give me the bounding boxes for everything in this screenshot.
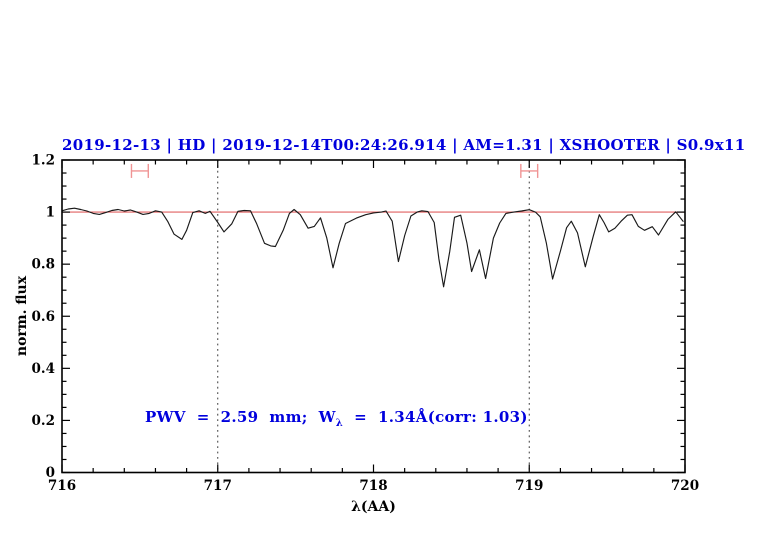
x-tick-label: 717 [204, 478, 232, 494]
band-marker [520, 163, 539, 178]
band-marker [130, 163, 149, 178]
pwv-annotation-pre: PWV = 2.59 mm; W [145, 408, 336, 426]
y-tick-label: 0 [46, 465, 55, 481]
y-axis-title: norm. flux [14, 275, 30, 357]
y-tick-label: 1.2 [32, 153, 56, 169]
spectrum-line [61, 207, 684, 288]
x-axis-title: λ(AA) [351, 499, 396, 515]
y-tick-label: 1 [46, 205, 55, 221]
plot-title: 2019-12-13 | HD | 2019-12-14T00:24:26.91… [62, 136, 746, 154]
y-tick-label: 0.6 [32, 309, 56, 325]
pwv-annotation-post: = 1.34Å(corr: 1.03) [343, 408, 528, 426]
pwv-annotation-sub: λ [335, 418, 344, 429]
x-tick-label: 718 [359, 478, 387, 494]
x-tick-label: 720 [671, 478, 699, 494]
x-tick-label: 716 [48, 478, 76, 494]
y-tick-label: 0.8 [32, 257, 56, 273]
x-tick-label: 719 [515, 478, 543, 494]
y-tick-label: 0.4 [32, 361, 56, 377]
y-tick-label: 0.2 [32, 413, 56, 429]
pwv-annotation: PWV = 2.59 mm; Wλ = 1.34Å(corr: 1.03) [145, 408, 528, 429]
